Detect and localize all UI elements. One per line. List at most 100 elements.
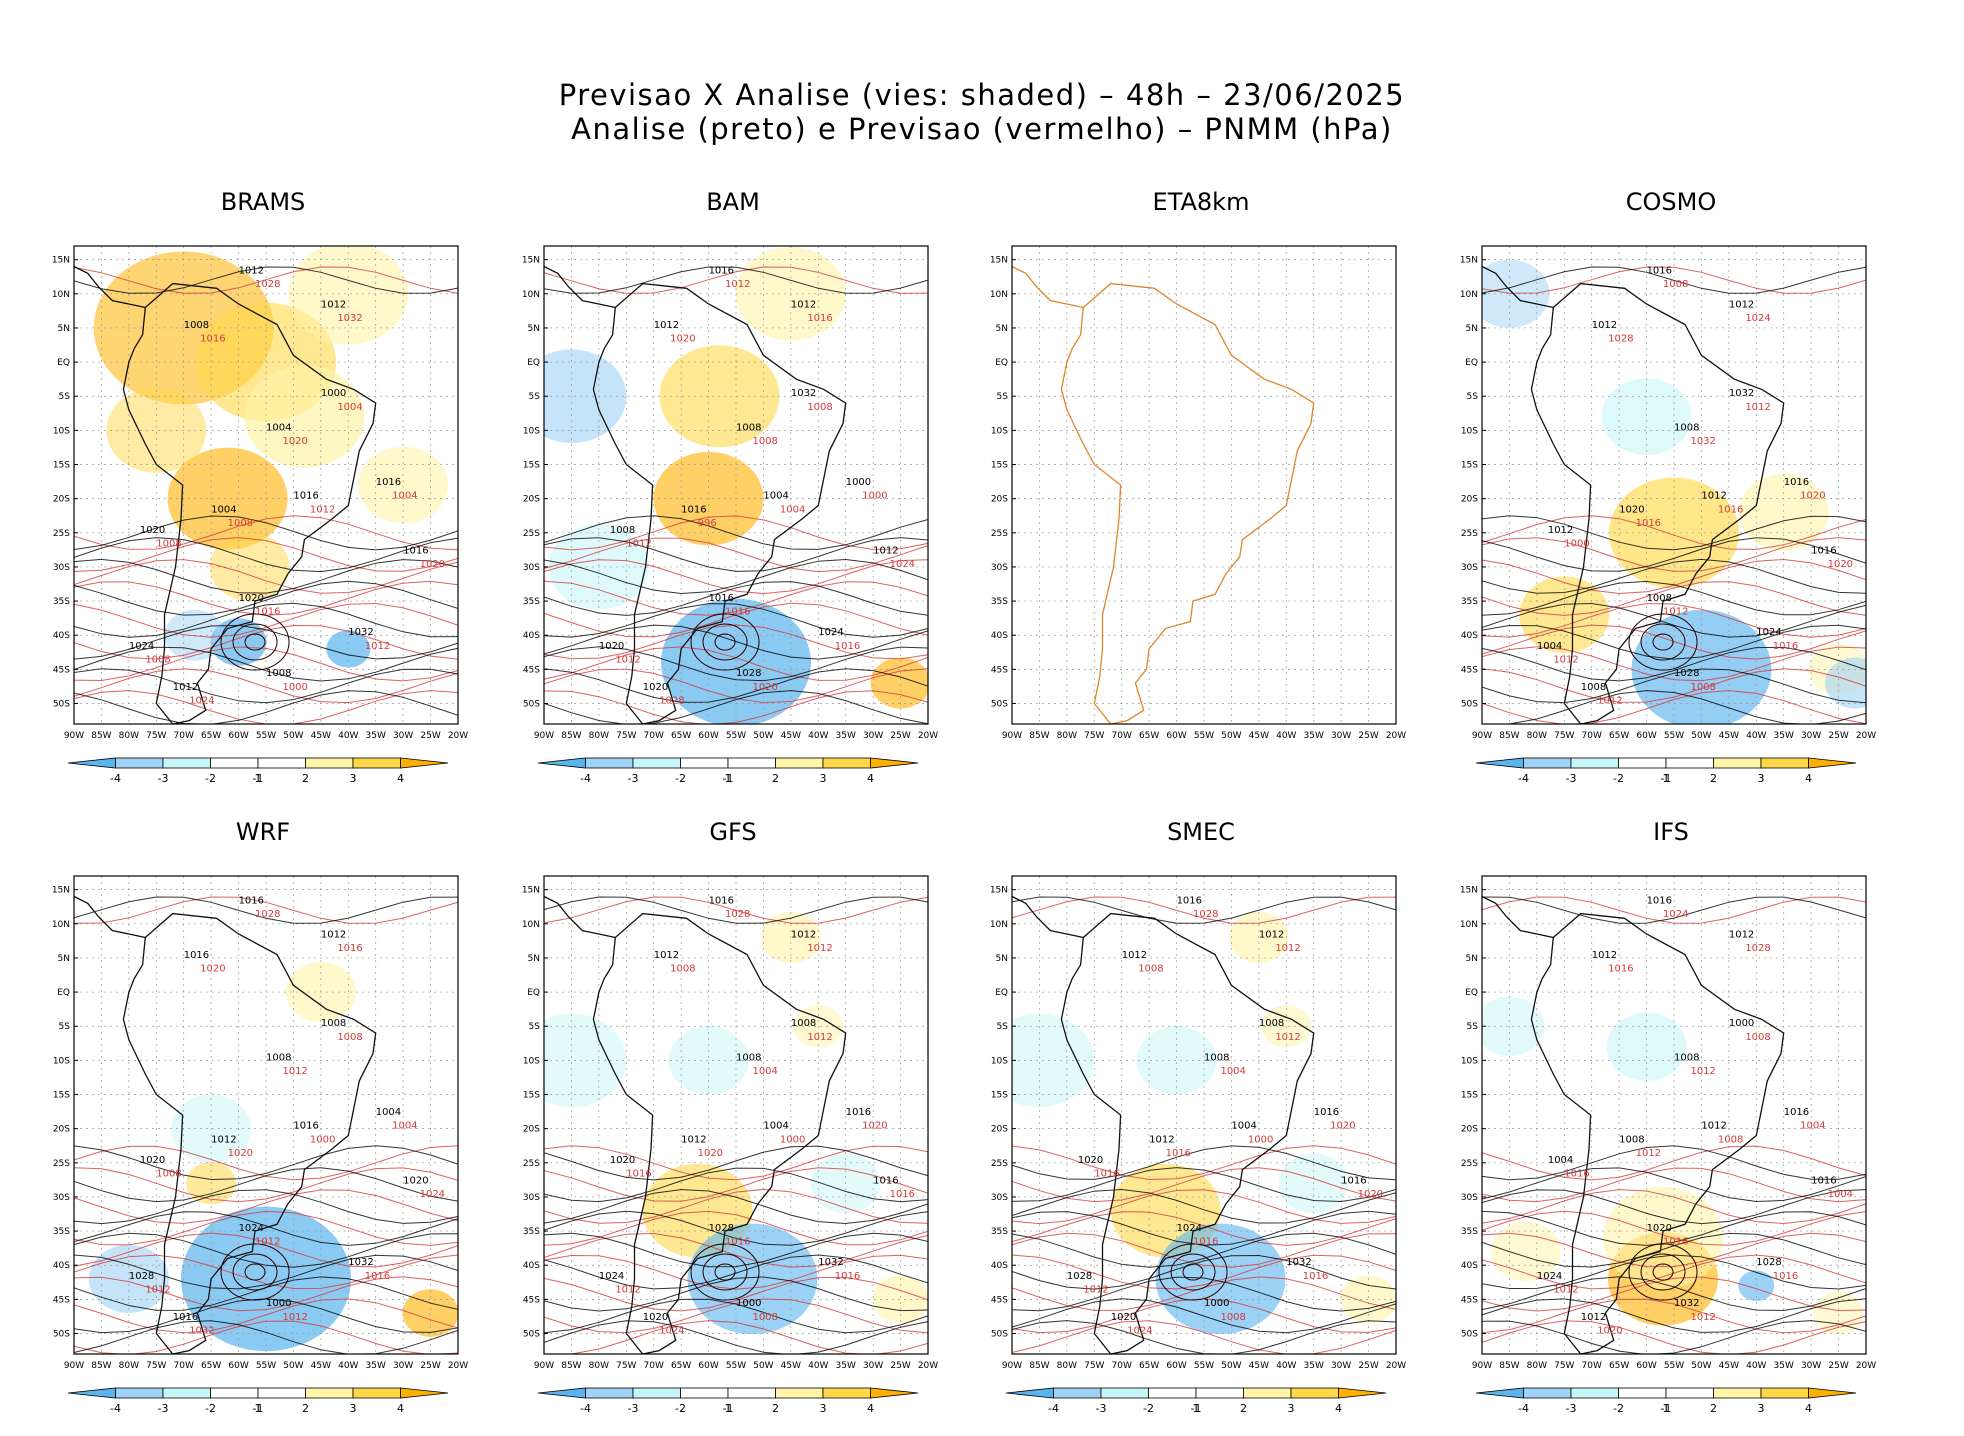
contour-label-forecast: 996 [698,518,717,529]
contour-label-analysis: 1028 [1674,668,1699,679]
bias-field: 1016 1012 1012 1008 1004 1016 1020 1028 1024 1032… [544,876,928,1354]
colorbar-label: 3 [350,772,357,785]
lon-tick-label: 40W [1746,731,1766,741]
lon-tick-label: 40W [338,731,358,741]
colorbar-label: 3 [820,1402,827,1415]
colorbar-label: -4 [110,1402,121,1415]
lat-tick-label: 35S [523,1227,540,1237]
contour-label-analysis: 1008 [1674,1052,1699,1063]
lon-tick-label: 20W [918,1361,938,1371]
lon-tick-label: 55W [1664,731,1684,741]
lon-tick-label: 65W [1139,731,1159,741]
colorbar-label: 2 [1710,1402,1717,1415]
lat-tick-label: 5S [997,1022,1009,1032]
lat-tick-label: 20S [1461,495,1478,505]
contour-label-forecast: 1020 [200,964,225,975]
contour-label-forecast: 1016 [1773,1271,1798,1282]
lat-tick-label: 5N [58,954,70,964]
contour-label-analysis: 1012 [1729,299,1754,310]
lat-tick-label: 5S [59,1022,71,1032]
lat-tick-label: 10N [1460,920,1478,930]
lat-tick-label: 30S [523,563,540,573]
lat-tick-label: 5S [997,392,1009,402]
lat-tick-label: 5N [1466,324,1478,334]
contour-label-forecast: 1004 [1828,1189,1853,1200]
colorbar-label: -3 [628,772,639,785]
lat-tick-label: 35S [523,597,540,607]
contour-label-forecast: 1008 [752,436,777,447]
contour-label-analysis: 1016 [1784,1107,1809,1118]
lat-tick-label: 20S [991,495,1008,505]
contour-label-forecast: 1000 [780,1134,805,1145]
contour-label-analysis: 1028 [736,668,761,679]
lat-tick-label: 15N [1460,886,1478,896]
contour-label-forecast: 1004 [392,491,417,502]
contour-label-analysis: 1016 [1647,265,1672,276]
lon-tick-label: 35W [836,731,856,741]
contour-label-analysis: 1012 [1592,950,1617,961]
lat-tick-label: 35S [53,597,70,607]
contour-label-forecast: 1024 [1745,313,1770,324]
contour-label-forecast: 1012 [615,655,640,666]
contour-label-forecast: 1000 [1248,1134,1273,1145]
lat-tick-label: 10N [52,290,70,300]
lat-tick-label: 40S [53,631,70,641]
contour-label-forecast: 1012 [1275,943,1300,954]
lon-tick-label: 50W [1691,731,1711,741]
contour-label-analysis: 1008 [184,320,209,331]
colorbar-label: 3 [350,1402,357,1415]
lon-tick-label: 65W [1609,731,1629,741]
lat-tick-label: 50S [1461,1330,1478,1340]
lat-tick-label: 45S [523,1295,540,1305]
contour-label-analysis: 1016 [403,545,428,556]
contour-label-forecast: 1012 [1083,1285,1108,1296]
contour-label-forecast: 1012 [365,641,390,652]
lat-tick-label: 40S [523,1261,540,1271]
lat-tick-label: 30S [53,1193,70,1203]
lon-tick-label: 90W [1002,731,1022,741]
lat-tick-label: 45S [53,665,70,675]
contour-label-analysis: 1008 [736,422,761,433]
lat-tick-label: 10N [522,920,540,930]
lat-tick-label: 5S [529,1022,541,1032]
contour-label-analysis: 1016 [293,491,318,502]
map-plot: 1016 1012 1012 1008 1012 1016 1012 1008 1004 1024… [1460,245,1876,785]
contour-label-forecast: 1020 [1828,559,1853,570]
contour-label-forecast: 1008 [1138,964,1163,975]
contour-label-forecast: 1008 [1690,682,1715,693]
lat-tick-label: 5N [996,324,1008,334]
lon-tick-label: 75W [146,731,166,741]
contour-label-analysis: 1012 [873,545,898,556]
lon-tick-label: 35W [1304,1361,1324,1371]
colorbar: -4 -3 -2 -11 2 3 4 [67,757,449,785]
lon-tick-label: 55W [726,1361,746,1371]
lat-tick-label: 20S [991,1125,1008,1135]
map-plot: 1016 1012 1012 1008 1004 1016 1020 1028 1024 1032… [522,875,938,1415]
contour-label-forecast: 1016 [1608,964,1633,975]
contour-label-analysis: 1008 [1581,682,1606,693]
lat-tick-label: 10N [990,920,1008,930]
colorbar: -4 -3 -2 -11 2 3 4 [537,757,919,785]
colorbar-label: -2 [1613,772,1624,785]
lon-tick-label: 80W [119,1361,139,1371]
lat-tick-label: 45S [991,1295,1008,1305]
lat-tick-label: 25S [523,529,540,539]
contour-label-forecast: 1016 [255,607,280,618]
bias-field: 1012 1012 1008 1004 1016 1016 1020 1020 1024 1032… [74,246,458,724]
panel-title: WRF [235,818,291,846]
contour-label-forecast: 1028 [1193,909,1218,920]
contour-label-analysis: 1032 [1286,1257,1311,1268]
lon-tick-label: 70W [1582,731,1602,741]
contour-label-analysis: 1016 [1314,1107,1339,1118]
contour-label-forecast: 1012 [1275,1032,1300,1043]
lon-tick-label: 35W [1304,731,1324,741]
contour-label-analysis: 1012 [1701,1121,1726,1132]
lon-tick-label: 60W [698,1361,718,1371]
lon-tick-label: 45W [311,731,331,741]
contour-label-forecast: 1004 [1220,1066,1245,1077]
lat-tick-label: 5N [528,324,540,334]
contour-label-analysis: 1012 [173,682,198,693]
lat-tick-label: 15N [990,256,1008,266]
contour-label-forecast: 1016 [626,1168,651,1179]
lat-tick-label: EQ [527,358,540,368]
